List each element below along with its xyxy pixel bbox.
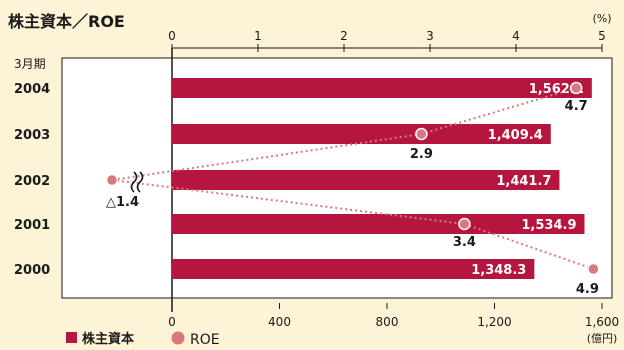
category-label: 2003 [14,128,50,143]
roe-line [111,87,594,270]
top-tick-label: 1 [254,29,262,43]
equity-bar-label: 1,441.7 [496,174,551,189]
roe-label: 3.4 [453,235,476,250]
category-axis-label: 3月期 [14,57,46,71]
roe-markers [105,81,600,276]
legend-circle-icon [171,331,185,345]
axis-break-icon [130,171,144,193]
roe-labels: 4.7 2.9 △1.4 3.4 4.9 [106,99,599,297]
top-tick-label: 2 [340,29,348,43]
bottom-tick-label: 1,200 [477,315,511,329]
category-labels: 2004 2003 2002 2001 2000 [14,82,50,278]
top-axis-unit: (%) [592,12,611,25]
top-tick-label: 0 [168,29,176,43]
category-label: 2004 [14,82,50,97]
roe-marker [458,217,471,231]
category-label: 2002 [14,174,50,189]
top-tick-label: 4 [512,29,520,43]
bottom-tick-label: 400 [268,315,291,329]
legend-square-icon [66,332,77,343]
equity-bar [172,259,535,279]
category-label: 2000 [14,263,50,278]
top-tick-label: 5 [598,29,606,43]
equity-bar [172,124,551,144]
roe-label: 2.9 [410,147,433,162]
top-tick-label: 3 [426,29,434,43]
bottom-axis-ticks: 0 400 800 1,200 1,600 [168,303,619,329]
legend-label-equity: 株主資本 [82,331,134,347]
bottom-tick-label: 0 [168,315,176,329]
legend-label-roe: ROE [190,332,220,348]
bottom-tick-label: 800 [376,315,399,329]
bottom-axis-unit: (億円) [587,332,618,345]
equity-bar-label: 1,534.9 [521,218,576,233]
chart-title: 株主資本／ROE [8,12,125,31]
roe-marker [105,173,119,187]
equity-bar-label: 1,409.4 [488,128,543,143]
roe-line-segment [421,87,577,135]
equity-bars [172,78,592,279]
roe-line-segment [111,179,465,225]
roe-marker [569,81,583,95]
roe-marker [415,127,428,141]
equity-bar [172,170,560,190]
roe-line-segment [111,133,422,181]
equity-bar-label: 1,348.3 [471,263,526,278]
legend: 株主資本 ROE [66,331,220,348]
roe-label: 4.9 [576,282,599,297]
equity-bar [172,214,585,234]
equity-bar [172,78,592,98]
equity-bar-labels: 1,562.1 1,409.4 1,441.7 1,534.9 1,348.3 [471,82,584,278]
equity-bar-label: 1,562.1 [529,82,584,97]
roe-label: △1.4 [106,195,139,210]
roe-marker [587,262,600,276]
category-label: 2001 [14,218,50,233]
bottom-tick-label: 1,600 [585,315,619,329]
roe-label: 4.7 [565,99,588,114]
top-axis-ticks: 0 1 2 3 4 5 [168,29,606,52]
